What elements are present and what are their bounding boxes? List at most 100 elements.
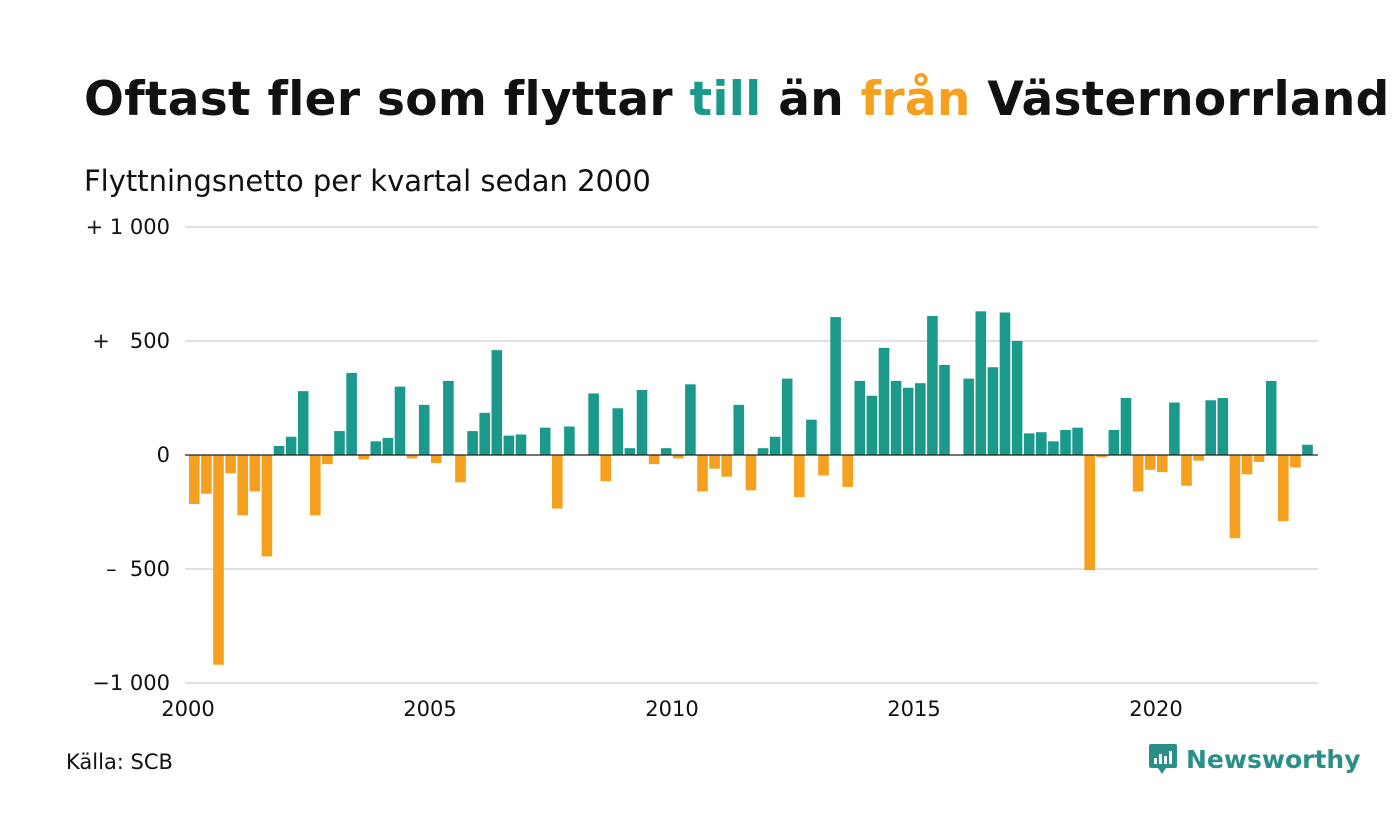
chart-title: Oftast fler som flyttar till än från Väs…	[84, 72, 1390, 127]
bar-2012-q2	[781, 378, 793, 455]
bar-2019-q3	[1132, 455, 1144, 492]
bar-2021-q4	[1241, 455, 1253, 475]
bar-2018-q4	[1096, 455, 1108, 458]
bar-2000-q1	[189, 455, 200, 505]
bar-2001-q4	[273, 445, 285, 455]
bar-2012-q1	[769, 436, 781, 455]
title-part-3: Västernorrland	[970, 72, 1390, 127]
x-tick-label: 2020	[1129, 697, 1182, 721]
bar-2020-q1	[1157, 455, 1168, 473]
bar-2022-q3	[1278, 455, 1289, 522]
bar-2011-q2	[733, 404, 745, 455]
bar-2005-q3	[455, 455, 466, 483]
bar-2004-q1	[382, 437, 394, 455]
y-tick-label: −1 000	[92, 671, 170, 695]
bar-2016-q2	[975, 311, 987, 455]
bar-2015-q1	[915, 383, 926, 455]
bar-2012-q4	[806, 419, 817, 455]
bar-2001-q2	[249, 455, 261, 492]
bar-2004-q2	[394, 386, 406, 455]
x-tick-label: 2000	[161, 697, 214, 721]
bar-2001-q1	[237, 455, 248, 516]
bar-2021-q1	[1205, 400, 1216, 455]
bar-2004-q3	[406, 455, 418, 459]
bar-2013-q3	[842, 455, 853, 487]
bar-2018-q3	[1084, 455, 1095, 571]
bar-2014-q4	[902, 387, 914, 455]
bar-2002-q1	[285, 436, 297, 455]
title-part-2: än	[761, 72, 861, 127]
bar-2013-q1	[818, 455, 829, 476]
bar-2023-q1	[1302, 444, 1313, 455]
bar-2006-q2	[491, 350, 503, 455]
bar-2013-q4	[854, 380, 866, 455]
bar-2000-q2	[201, 455, 212, 494]
bar-2016-q3	[987, 367, 999, 455]
bar-2004-q4	[418, 404, 430, 455]
bar-2005-q1	[431, 455, 442, 463]
bar-2010-q4	[709, 455, 720, 469]
bar-2003-q4	[370, 441, 382, 455]
bar-2009-q4	[660, 448, 672, 455]
bar-2007-q3	[552, 455, 563, 509]
bar-2003-q2	[346, 372, 357, 455]
bar-2001-q3	[261, 455, 273, 557]
bar-2003-q3	[358, 455, 369, 460]
bar-2011-q3	[745, 455, 757, 491]
bar-2005-q4	[467, 431, 478, 455]
bar-2019-q2	[1120, 398, 1132, 455]
bars	[189, 311, 1313, 665]
bar-2010-q3	[697, 455, 708, 492]
bar-2017-q4	[1048, 441, 1059, 455]
bar-2016-q4	[999, 312, 1011, 455]
y-tick-label: – 500	[106, 557, 170, 581]
bar-2015-q3	[939, 364, 950, 455]
bar-2017-q2	[1023, 433, 1035, 455]
bar-2019-q4	[1144, 455, 1156, 470]
bar-2012-q3	[794, 455, 805, 498]
x-tick-label: 2015	[887, 697, 940, 721]
bar-2018-q1	[1060, 429, 1071, 455]
bar-2018-q2	[1072, 427, 1083, 455]
bar-2021-q2	[1217, 398, 1229, 455]
bar-2000-q3	[213, 455, 224, 665]
bar-2002-q2	[297, 391, 309, 455]
y-tick-label: + 500	[92, 329, 170, 353]
bar-2002-q4	[322, 455, 333, 465]
bar-2009-q1	[624, 448, 636, 455]
bar-2010-q1	[673, 455, 684, 459]
title-word-till: till	[689, 72, 762, 127]
bar-2020-q3	[1181, 455, 1192, 486]
x-tick-label: 2010	[645, 697, 698, 721]
bar-2011-q4	[757, 448, 769, 455]
bar-2007-q4	[564, 426, 575, 455]
bar-2020-q2	[1169, 402, 1180, 455]
bar-2005-q2	[443, 380, 454, 455]
grid-lines	[185, 226, 1318, 684]
bar-2008-q2	[588, 393, 599, 455]
bar-2009-q2	[636, 390, 648, 455]
bar-2007-q2	[539, 427, 551, 455]
bar-2008-q3	[600, 455, 611, 482]
bar-2011-q1	[721, 455, 732, 477]
bar-2014-q2	[878, 347, 890, 455]
bar-2017-q1	[1011, 341, 1023, 455]
bar-2000-q4	[225, 455, 236, 474]
y-tick-label: 0	[157, 443, 170, 467]
source-note: Källa: SCB	[66, 750, 173, 774]
title-part-1: Oftast fler som flyttar	[84, 72, 690, 127]
bar-2010-q2	[685, 384, 696, 455]
bar-2015-q2	[927, 315, 938, 455]
bar-2022-q2	[1265, 380, 1277, 455]
bar-2006-q1	[479, 412, 490, 455]
y-tick-label: + 1 000	[86, 215, 170, 239]
brand-name: Newsworthy	[1186, 744, 1361, 774]
chart-subtitle: Flyttningsnetto per kvartal sedan 2000	[84, 164, 651, 198]
bar-2021-q3	[1229, 455, 1241, 539]
brand-logo: Newsworthy	[1148, 742, 1361, 776]
bar-2016-q1	[963, 378, 974, 455]
title-word-fran: från	[860, 72, 971, 127]
bar-2002-q3	[310, 455, 321, 516]
x-tick-label: 2005	[403, 697, 456, 721]
